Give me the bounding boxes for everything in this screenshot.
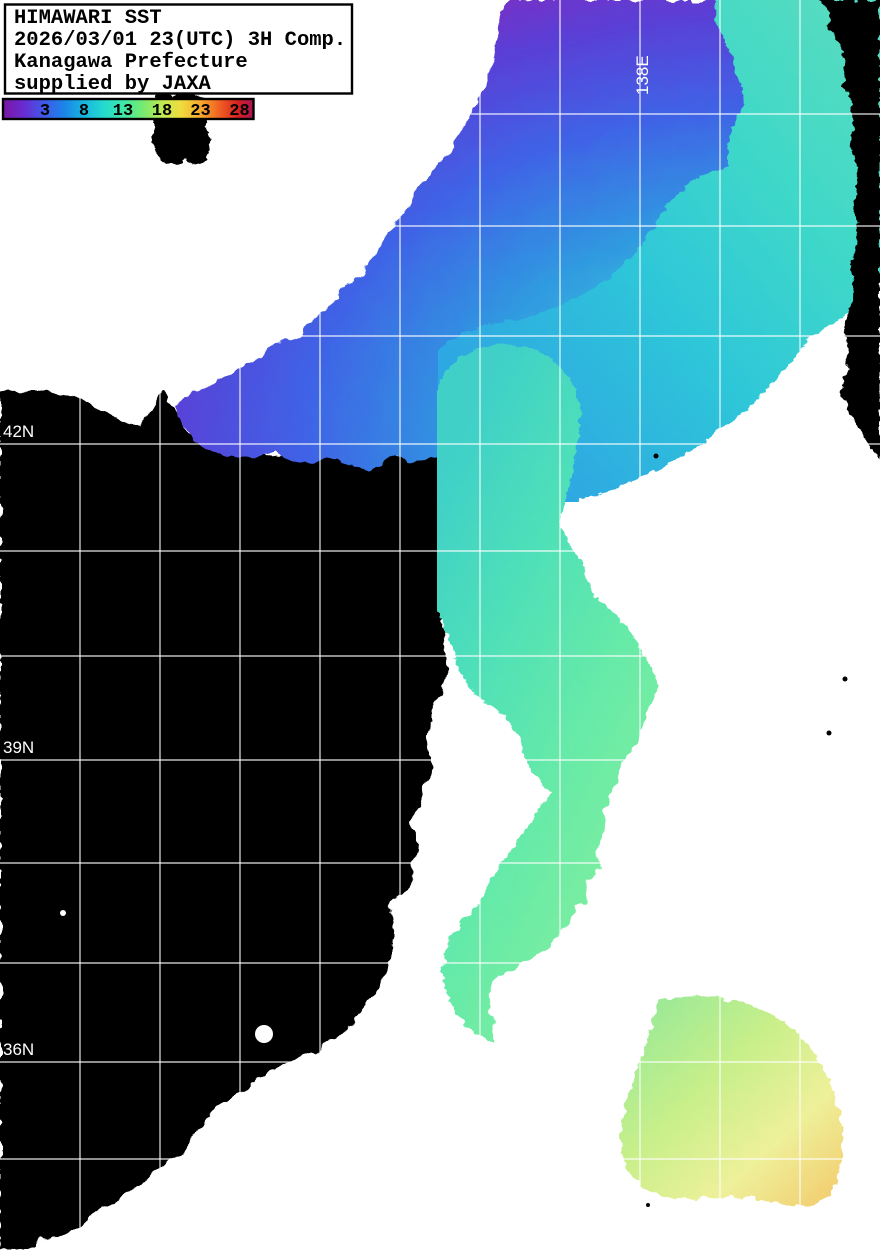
svg-text:23: 23 [190,102,210,121]
svg-text:42N: 42N [3,422,34,441]
svg-text:Kanagawa Prefecture: Kanagawa Prefecture [14,51,248,74]
svg-text:8: 8 [79,102,89,121]
svg-text:39N: 39N [3,738,34,757]
svg-text:2026/03/01 23(UTC) 3H Comp.: 2026/03/01 23(UTC) 3H Comp. [14,29,346,52]
svg-text:36N: 36N [3,1040,34,1059]
svg-text:supplied by JAXA: supplied by JAXA [14,73,212,96]
svg-text:138E: 138E [633,55,652,95]
svg-text:HIMAWARI SST: HIMAWARI SST [14,7,162,30]
svg-text:18: 18 [152,102,172,121]
svg-text:13: 13 [113,102,133,121]
svg-text:28: 28 [229,102,249,121]
svg-text:3: 3 [40,102,50,121]
